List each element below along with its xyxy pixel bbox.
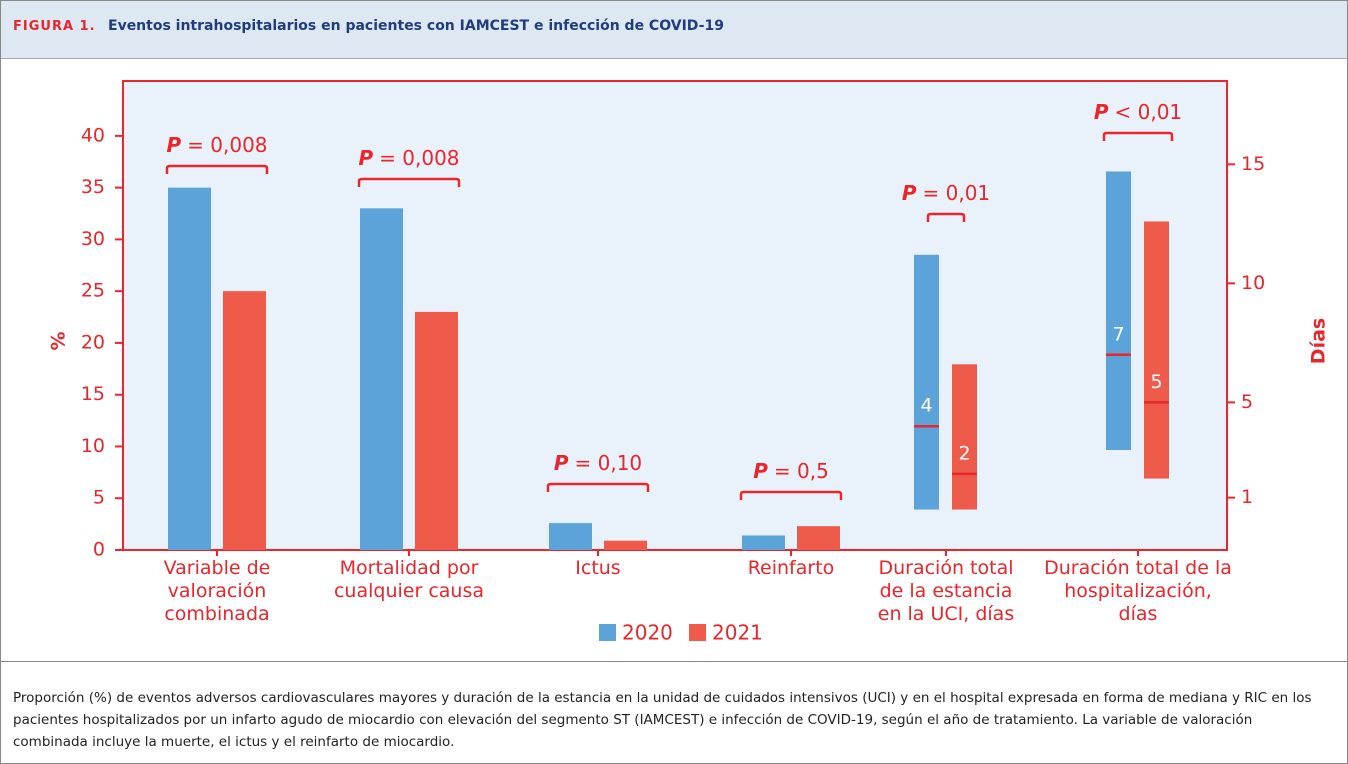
- bar: [415, 311, 458, 550]
- y2-tick-label: 1: [1241, 486, 1253, 508]
- p-text: = 0,5: [774, 459, 829, 483]
- p-text: = 0,008: [379, 146, 459, 170]
- bar: [604, 540, 647, 550]
- range-bar: [1144, 221, 1169, 479]
- bar: [360, 208, 403, 551]
- plot-area: [122, 80, 1228, 551]
- x-tick-label: Reinfarto: [747, 557, 835, 579]
- range-bar: [952, 364, 977, 510]
- p-symbol: P: [358, 146, 373, 170]
- caption: Proporción (%) de eventos adversos cardi…: [13, 690, 1312, 750]
- p-value: P < 0,01: [1094, 100, 1182, 124]
- bracket: [739, 490, 843, 500]
- bracket: [1102, 131, 1174, 141]
- x-tick-label: Duración total de la estancia en la UCI,…: [877, 557, 1015, 625]
- y-tick-label: 40: [81, 124, 105, 146]
- bar: [168, 187, 211, 550]
- y2-axis-label: Días: [1308, 318, 1330, 364]
- x-tick-label: Ictus: [575, 557, 621, 579]
- p-text: = 0,01: [923, 181, 991, 205]
- legend-label: 2020: [622, 621, 673, 645]
- y2-tick-label: 15: [1241, 153, 1265, 175]
- legend-swatch: [689, 624, 706, 641]
- p-symbol: P: [554, 451, 569, 475]
- bracket: [546, 482, 650, 492]
- range-bar: [1106, 171, 1131, 451]
- legend-label: 2021: [712, 621, 763, 645]
- median-label: 2: [958, 442, 970, 464]
- y-tick-label: 20: [81, 331, 105, 353]
- y-tick-label: 10: [81, 435, 105, 457]
- bracket: [926, 212, 966, 222]
- y-tick-label: 15: [81, 383, 105, 405]
- p-value: P = 0,01: [902, 181, 990, 205]
- p-value: P = 0,008: [166, 133, 267, 157]
- p-value: P = 0,10: [554, 451, 642, 475]
- y-tick-label: 0: [93, 539, 105, 561]
- header: FIGURA 1. Eventos intrahospitalarios en …: [1, 1, 1347, 59]
- x-tick-label: Mortalidad por cualquier causa: [333, 557, 484, 602]
- p-symbol: P: [902, 181, 917, 205]
- median-label: 5: [1150, 371, 1162, 393]
- median-label: 7: [1112, 323, 1124, 345]
- x-tick-label: Duración total de la hospitalización, dí…: [1044, 557, 1232, 625]
- bar: [223, 291, 266, 550]
- p-text: < 0,01: [1115, 100, 1183, 124]
- bar: [549, 523, 592, 550]
- p-symbol: P: [1094, 100, 1109, 124]
- bracket: [357, 177, 461, 187]
- p-symbol: P: [166, 133, 181, 157]
- p-text: = 0,10: [575, 451, 643, 475]
- range-bar: [914, 254, 939, 510]
- y-tick-label: 25: [81, 280, 105, 302]
- y-tick-label: 30: [81, 228, 105, 250]
- median-label: 4: [920, 395, 932, 417]
- figure-label: FIGURA 1.: [13, 19, 96, 34]
- y-tick-label: 5: [93, 487, 105, 509]
- p-text: = 0,008: [187, 133, 267, 157]
- bracket: [165, 164, 269, 174]
- caption-box: Proporción (%) de eventos adversos cardi…: [1, 661, 1347, 763]
- bar: [742, 535, 785, 550]
- y-tick-label: 35: [81, 176, 105, 198]
- y2-tick-label: 10: [1241, 272, 1265, 294]
- y-axis-label: %: [48, 331, 70, 350]
- p-symbol: P: [753, 459, 768, 483]
- p-value: P = 0,008: [358, 146, 459, 170]
- legend-swatch: [599, 624, 616, 641]
- p-value: P = 0,5: [753, 459, 829, 483]
- y2-tick-label: 5: [1241, 391, 1253, 413]
- bar: [797, 526, 840, 550]
- figure-title: Eventos intrahospitalarios en pacientes …: [108, 18, 724, 34]
- x-tick-label: Variable de valoración combinada: [163, 557, 271, 625]
